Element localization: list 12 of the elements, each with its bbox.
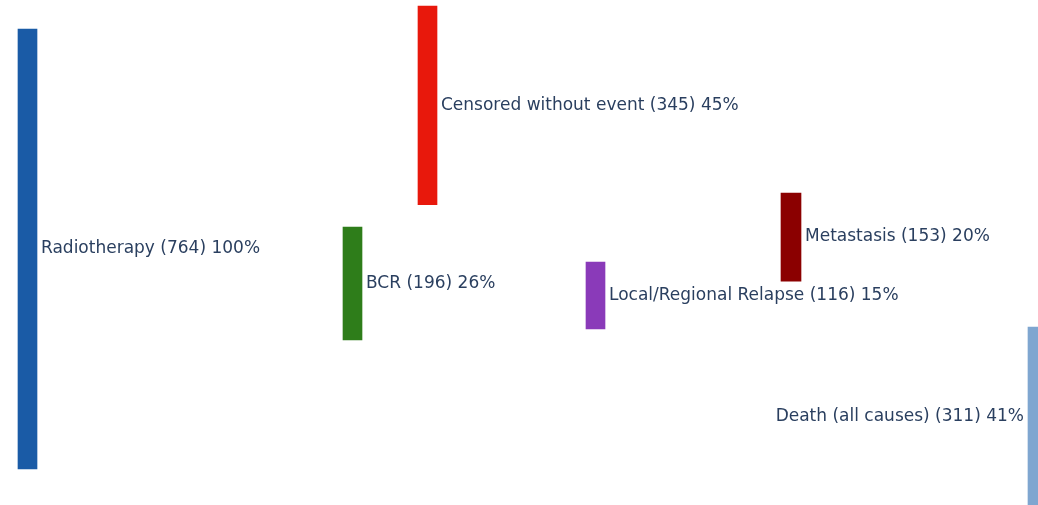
data-label: (153) 20%	[900, 225, 990, 246]
category-label: BCR	[366, 271, 402, 292]
data-label: (116) 15%	[809, 283, 899, 304]
category-label: Censored without event	[441, 93, 645, 114]
category-label: Metastasis	[805, 225, 896, 246]
data-label: (311) 41%	[935, 404, 1024, 425]
category-label: Death (all causes)	[775, 404, 930, 425]
category-label: Radiotherapy	[41, 237, 155, 258]
category-label: Local/Regional Relapse	[609, 283, 805, 304]
data-label: (345) 45%	[649, 93, 739, 114]
data-label: (196) 26%	[406, 271, 496, 292]
data-label: (764) 100%	[160, 237, 261, 258]
